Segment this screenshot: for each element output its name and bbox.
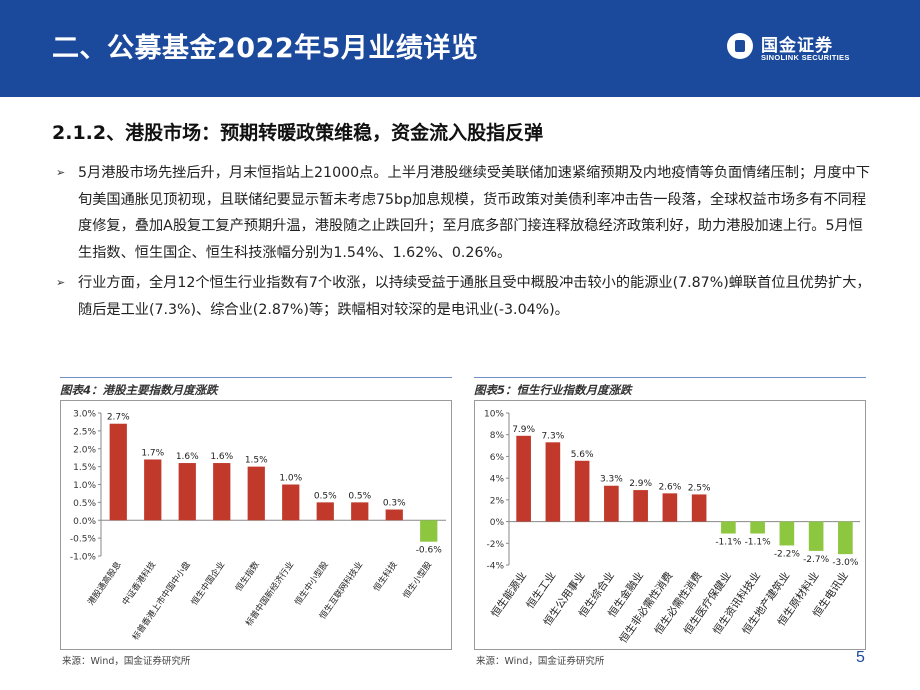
data-label: 2.5%: [688, 483, 711, 493]
right-chart-frame: -4% -2% 0% 2% 4% 6% 8% 10% 7.9% 恒生能源业 7.3% 恒生工业 5.6%…: [474, 400, 866, 650]
y-tick-label: 2.5%: [73, 427, 96, 437]
y-tick-label: 3.0%: [73, 410, 96, 420]
bar: [109, 423, 127, 521]
right-chart-caption: 图表5：恒生行业指数月度涨跌: [474, 382, 636, 398]
company-logo: 国金证券 SINOLINK SECURITIES: [727, 30, 887, 70]
slide-title: 二、公募基金2022年5月业绩详览: [52, 33, 479, 64]
y-tick-label: 8%: [490, 431, 505, 441]
data-label: 3.3%: [600, 475, 623, 485]
bar: [808, 521, 824, 551]
y-tick-label: 2%: [490, 496, 505, 506]
page-number: 5: [856, 649, 865, 666]
bar: [351, 502, 369, 521]
y-tick-label: -0.5%: [70, 535, 97, 545]
left-chart-caption: 图表4：港股主要指数月度涨跌: [60, 382, 222, 398]
bar: [721, 521, 736, 534]
section-title: 2.1.2、港股市场：预期转暖政策维稳，资金流入股指反弹: [52, 122, 544, 144]
data-label: 1.5%: [245, 456, 268, 466]
arrow-bullet-icon: ➢: [56, 166, 66, 179]
bar: [316, 502, 334, 521]
right-bar-chart: -4%-2%0%2%4%6%8%10%7.9%恒生能源业7.3%恒生工业5.6%…: [484, 410, 860, 646]
data-label: 1.7%: [141, 448, 164, 458]
left-chart-panel: 图表4：港股主要指数月度涨跌 -1.0% -0.5% 0.0% 0.5% 1.0% 1.5…: [60, 377, 452, 678]
bar: [247, 466, 265, 521]
bar: [178, 463, 196, 521]
y-tick-label: 1.5%: [73, 463, 96, 473]
arrow-bullet-icon: ➢: [56, 276, 66, 289]
category-label: 恒生非必需性消费: [617, 569, 676, 645]
bar: [750, 521, 765, 534]
data-label: 1.6%: [210, 452, 233, 462]
data-label: 2.9%: [629, 479, 652, 489]
left-chart-frame: -1.0% -0.5% 0.0% 0.5% 1.0% 1.5% 2.0% 2.5% 3.0% 2.…: [60, 400, 452, 650]
data-label: 1.0%: [279, 474, 302, 484]
logo-name-cn: 国金证券: [761, 36, 833, 56]
y-tick-label: -2%: [486, 540, 504, 550]
y-tick-label: 0%: [490, 518, 505, 528]
data-label: -1.1%: [745, 538, 772, 548]
left-chart-source: 来源：Wind，国金证券研究所: [62, 656, 191, 667]
bar: [385, 509, 403, 521]
logo-icon: [727, 33, 753, 59]
bar: [604, 485, 619, 522]
bar: [838, 521, 853, 555]
bar: [144, 459, 162, 521]
header-bar: 二、公募基金2022年5月业绩详览 国金证券 SINOLINK SECURITI…: [0, 0, 920, 97]
bar: [691, 494, 707, 522]
data-label: -3.0%: [832, 558, 859, 568]
y-tick-label: 6%: [490, 453, 505, 463]
bar: [574, 460, 590, 522]
bullet-text: 5月港股市场先挫后升，月末恒指站上21000点。上半月港股继续受美联储加速紧缩预…: [78, 165, 870, 261]
right-chart-panel: 图表5：恒生行业指数月度涨跌 -4% -2% 0% 2% 4% 6% 8% 10% 7.9% 恒生…: [474, 377, 866, 678]
category-label: 恒生科技: [371, 559, 400, 594]
category-label: 恒生中小型股: [292, 559, 331, 607]
y-tick-label: 0.5%: [73, 499, 96, 509]
bar: [516, 435, 531, 522]
category-label: 港股通高股息: [85, 559, 124, 607]
data-label: 2.7%: [107, 413, 130, 423]
category-label: 标普香港上市中国中小盘: [130, 559, 193, 642]
bar: [545, 442, 561, 522]
category-label: 恒生指数: [233, 559, 262, 594]
logo-name-en: SINOLINK SECURITIES: [761, 53, 850, 62]
left-bar-chart: -1.0% -0.5% 0.0% 0.5% 1.0% 1.5% 2.0% 2.5% 3.0% 2.…: [70, 410, 446, 642]
data-label: 0.5%: [348, 491, 371, 501]
category-label: 恒生中国企业: [189, 559, 227, 607]
data-label: -2.7%: [803, 555, 830, 565]
y-tick-label: -1.0%: [70, 553, 97, 563]
y-tick-label: 1.0%: [73, 481, 96, 491]
bar: [779, 521, 795, 546]
bullet-list: ➢ 5月港股市场先挫后升，月末恒指站上21000点。上半月港股继续受美联储加速紧…: [52, 160, 872, 327]
y-tick-label: -4%: [486, 562, 504, 572]
y-tick-label: 4%: [490, 475, 505, 485]
bullet-item: ➢ 行业方面，全月12个恒生行业指数有7个收涨，以持续受益于通胀且受中概股冲击较…: [52, 270, 872, 323]
bar: [420, 520, 438, 542]
y-tick-label: 10%: [484, 410, 504, 420]
category-label: 恒生小型股: [401, 559, 435, 601]
bar: [213, 463, 231, 521]
data-label: 7.9%: [512, 425, 535, 435]
bullet-item: ➢ 5月港股市场先挫后升，月末恒指站上21000点。上半月港股继续受美联储加速紧…: [52, 160, 872, 266]
category-label: 中证香港科技: [120, 559, 159, 607]
y-tick-label: 2.0%: [73, 445, 96, 455]
data-label: 5.6%: [571, 450, 594, 460]
bullet-text: 行业方面，全月12个恒生行业指数有7个收涨，以持续受益于通胀且受中概股冲击较小的…: [78, 275, 871, 318]
data-label: 0.3%: [383, 499, 406, 509]
bar: [662, 493, 678, 522]
bar: [633, 490, 648, 522]
data-label: -1.1%: [715, 538, 742, 548]
category-label: 恒生能源业: [488, 569, 529, 619]
data-label: -2.2%: [774, 549, 801, 559]
data-label: -0.6%: [416, 546, 443, 556]
y-tick-label: 0.0%: [73, 517, 96, 527]
data-label: 0.5%: [314, 491, 337, 501]
bar: [282, 484, 300, 521]
data-label: 2.6%: [658, 482, 681, 492]
right-chart-source: 来源：Wind，国金证券研究所: [476, 656, 605, 667]
data-label: 7.3%: [541, 431, 564, 441]
data-label: 1.6%: [176, 452, 199, 462]
